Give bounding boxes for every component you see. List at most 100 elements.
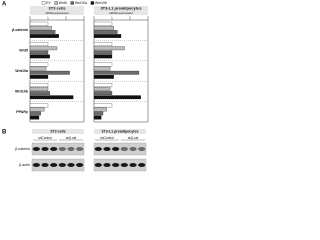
x-tick-label: 0 (93, 15, 95, 19)
x-tick-label: 3 (147, 15, 149, 19)
legend-swatch (70, 1, 74, 5)
blot-band (94, 147, 102, 151)
x-tick-label: 1 (47, 15, 49, 19)
blot-band (112, 163, 120, 167)
bar (93, 107, 107, 112)
bar (29, 21, 49, 26)
blot-row-label: β-actin (19, 163, 30, 167)
blot-band (50, 147, 58, 151)
bar (29, 83, 49, 87)
condition-label: shβ-cat (66, 136, 77, 140)
bar (29, 91, 50, 96)
row-label: β-catenin (12, 28, 28, 32)
bar (29, 34, 59, 38)
bar (93, 103, 113, 108)
blot-background (31, 142, 85, 156)
row-label: PPARγ (16, 110, 28, 114)
legend-swatch (41, 1, 46, 5)
panel-label: B (2, 130, 7, 136)
axis-label: mRNA expression (45, 11, 69, 15)
bar (29, 30, 56, 34)
blot-band (103, 147, 111, 151)
axis-label: mRNA expression (109, 11, 133, 15)
bar (29, 103, 49, 108)
bar (93, 54, 113, 59)
blot-band (41, 147, 49, 151)
legend-label: Wnt10a (75, 1, 87, 5)
blot-band (50, 163, 58, 167)
blot-background (93, 158, 147, 172)
blot-band (103, 163, 111, 167)
blot-band (41, 163, 49, 167)
bar (29, 62, 49, 67)
bar (93, 25, 114, 30)
x-tick-label: 1 (111, 15, 113, 19)
bar (93, 34, 122, 38)
bar (29, 42, 49, 47)
bar (29, 66, 47, 71)
bar (29, 46, 58, 51)
panel-label: A (2, 2, 7, 8)
legend-label: EV (46, 1, 51, 5)
bar (29, 111, 41, 116)
group-title: 3T3 cells (50, 129, 65, 133)
blot-band (32, 163, 40, 167)
blot-band (76, 147, 84, 151)
bar (29, 74, 49, 79)
blot-band (67, 147, 75, 151)
blot-band (67, 163, 75, 167)
bar (29, 54, 50, 59)
panel-header (94, 6, 148, 15)
row-label: Wnt10b (15, 89, 29, 93)
bar (93, 111, 104, 116)
bar (29, 115, 40, 120)
x-tick-label: 3 (83, 15, 85, 19)
condition-label: shControl (38, 136, 52, 140)
bar (93, 62, 113, 67)
bar (93, 91, 113, 96)
legend-swatch (54, 1, 58, 5)
row-label: Wnt5 (19, 49, 28, 53)
group-title: 3T3-L1 preadipocytes (102, 129, 139, 133)
x-tick-label: 2 (129, 15, 131, 19)
bar (93, 83, 113, 87)
bar (29, 107, 45, 112)
bar (29, 25, 52, 30)
bar (29, 70, 70, 75)
bar (93, 66, 111, 71)
blot-band (138, 147, 146, 151)
blot-row-label: β-catenin (15, 147, 30, 151)
blot-band (129, 163, 137, 167)
blot-band (138, 163, 146, 167)
condition-label: shβ-cat (128, 136, 139, 140)
bar (93, 74, 114, 79)
bar (29, 87, 49, 91)
bar (93, 70, 140, 75)
condition-label: shControl (100, 136, 114, 140)
blot-band (58, 163, 66, 167)
group-header (32, 129, 84, 134)
legend-swatch (90, 1, 95, 5)
bar (29, 50, 49, 55)
bar (93, 21, 113, 26)
blot-band (112, 147, 120, 151)
bar (93, 87, 111, 91)
blot-band (76, 163, 84, 167)
bar (93, 46, 125, 51)
bar (93, 42, 113, 47)
row-label: Wnt10a (15, 69, 29, 73)
bar (93, 95, 141, 100)
blot-band (120, 163, 128, 167)
bar (93, 50, 113, 55)
group-header (94, 129, 146, 134)
panel-header (30, 6, 84, 15)
blot-background (31, 158, 85, 172)
x-tick-label: 2 (65, 15, 67, 19)
blot-band (32, 147, 40, 151)
legend-label: Wnt5 (59, 1, 67, 5)
bar (93, 115, 102, 120)
figure: A B EV Wnt5 Wnt10a Wnt10b β-catenin Wnt5 Wnt10… (2, 1, 149, 172)
panel-title: 3T3-L1 preadipocytes (100, 6, 142, 11)
bar (29, 95, 74, 100)
x-tick-label: 0 (29, 15, 31, 19)
